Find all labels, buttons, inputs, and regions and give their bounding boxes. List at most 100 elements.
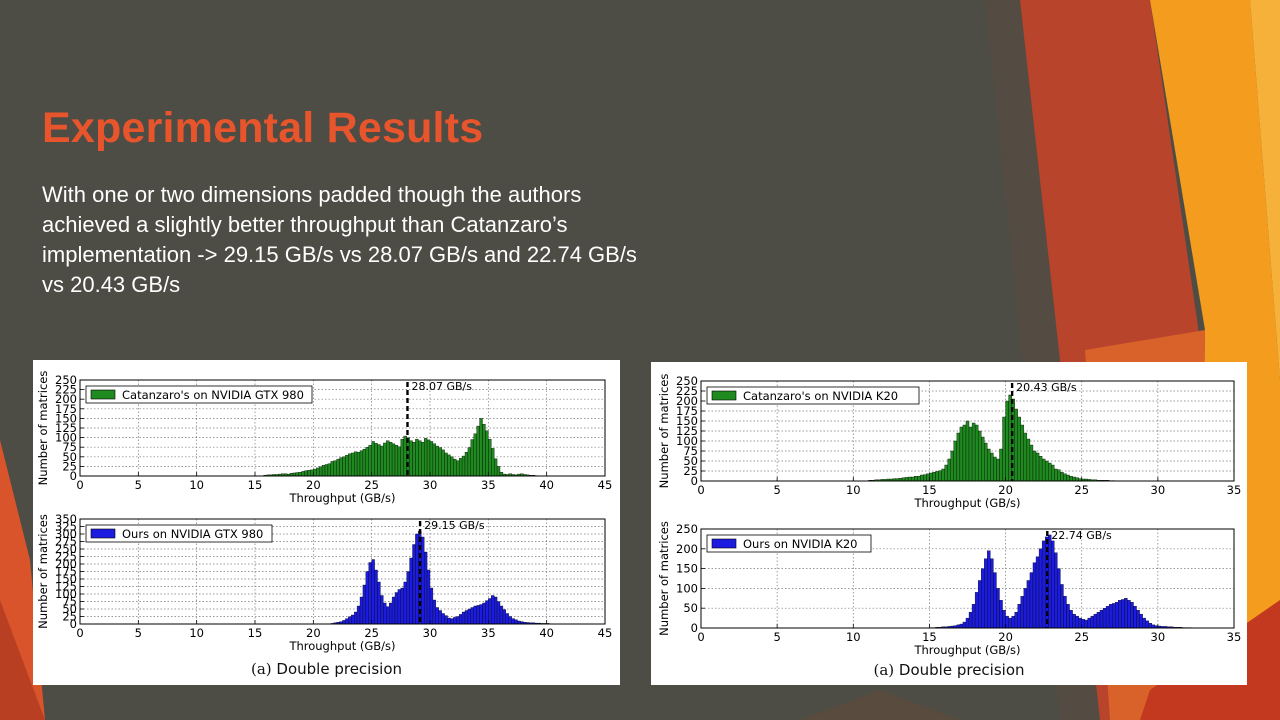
histogram-bar: [394, 445, 399, 477]
histogram-bar: [929, 472, 933, 482]
histogram-bar: [415, 533, 419, 625]
histogram-bar: [923, 474, 927, 482]
histogram-bar: [984, 442, 988, 482]
figure-panel-gtx980: 28.07 GB/s 0 5 10 15 20 25 30 35 40 45 0 25 50 75 100 12…: [33, 360, 620, 685]
histogram-bar: [1026, 438, 1031, 482]
histogram-bar: [1014, 611, 1018, 629]
histogram-bar: [444, 452, 448, 477]
histogram-bar: [403, 581, 407, 625]
histogram-bar: [1048, 462, 1052, 482]
histogram-bar: [464, 452, 469, 477]
histogram-bar: [505, 613, 509, 625]
x-tick-label: 25: [1074, 630, 1089, 644]
histogram-bar: [990, 558, 994, 629]
x-tick-label: 20: [998, 630, 1013, 644]
histogram-bar: [1032, 562, 1037, 629]
y-tick-label: 150: [676, 414, 698, 428]
histogram-bar: [453, 458, 457, 477]
histogram-bar: [1023, 432, 1028, 482]
histogram-bar: [421, 536, 425, 625]
histogram-bar: [1054, 552, 1058, 629]
histogram-bar: [438, 447, 442, 477]
y-tick-label: 0: [70, 617, 77, 631]
histogram-bar: [1057, 568, 1061, 629]
slide-title: Experimental Results: [42, 104, 484, 152]
histogram-bar: [1008, 617, 1012, 629]
histogram-bar: [380, 445, 384, 477]
y-tick-label: 325: [55, 520, 77, 534]
histogram-bar: [470, 439, 474, 477]
histogram-bar: [1133, 606, 1137, 629]
x-tick-label: 25: [1074, 483, 1089, 497]
bg-shape-orange: [1150, 0, 1280, 720]
histogram-bar: [1105, 606, 1110, 629]
histogram-bar: [981, 436, 985, 482]
histogram-bar: [1057, 469, 1061, 482]
y-tick-label: 125: [55, 421, 77, 435]
histogram-bar: [1051, 540, 1055, 629]
x-tick-label: 10: [846, 483, 861, 497]
x-axis-label: Throughput (GB/s): [913, 643, 1020, 657]
y-tick-label: 0: [70, 469, 77, 483]
histogram-bar: [981, 568, 985, 629]
histogram-bar: [977, 430, 982, 482]
histogram-bar: [438, 610, 442, 625]
caption-text: Double precision: [276, 660, 403, 678]
histogram-bar: [920, 474, 924, 482]
legend-swatch: [711, 390, 737, 401]
histogram-bar: [1060, 584, 1064, 629]
bg-shape-left-dark: [0, 600, 45, 720]
caption-label: (a): [250, 660, 272, 678]
histogram-bar: [1084, 619, 1088, 629]
histogram-bar: [914, 476, 918, 482]
y-tick-label: 225: [55, 383, 77, 397]
histogram-bar: [977, 580, 982, 629]
histogram-bar: [453, 617, 457, 625]
x-tick-label: 10: [846, 630, 861, 644]
histogram-bar: [1017, 416, 1021, 482]
x-tick-label: 30: [1151, 483, 1166, 497]
legend: Catanzaro's on NVIDIA GTX 980: [85, 385, 313, 404]
y-tick-label: 75: [62, 440, 77, 454]
histogram-0: 28.07 GB/s0 5 10 15 20 25 30 35 40 45025507510012…: [36, 371, 612, 505]
histogram-bar: [386, 440, 390, 477]
figure-caption: (a) Double precision: [33, 660, 620, 678]
x-axis-label: Throughput (GB/s): [913, 496, 1020, 510]
histogram-bar: [926, 473, 930, 482]
y-tick-label: 100: [676, 581, 698, 595]
y-tick-label: 125: [55, 580, 77, 594]
y-tick-label: 250: [676, 522, 698, 536]
histogram-bar: [1044, 460, 1049, 482]
histogram-bar: [1069, 476, 1073, 482]
histogram-bar: [508, 616, 512, 625]
y-tick-label: 200: [676, 542, 698, 556]
y-tick-label: 0: [691, 474, 698, 488]
histogram-bar: [935, 471, 939, 482]
x-tick-label: 0: [697, 483, 704, 497]
x-tick-label: 5: [135, 478, 142, 492]
y-tick-label: 350: [55, 512, 77, 526]
x-tick-label: 10: [189, 478, 204, 492]
histogram-bar: [330, 461, 334, 477]
histogram-bar: [1017, 604, 1021, 629]
y-tick-label: 300: [55, 527, 77, 541]
y-tick-label: 250: [55, 542, 77, 556]
caption-label: (a): [873, 661, 895, 679]
histogram-bar: [342, 620, 346, 625]
histogram-bar: [938, 470, 942, 482]
histogram-bar: [1075, 615, 1079, 629]
y-axis-label: Number of matrices: [36, 371, 50, 486]
histogram-1: 29.15 GB/s0 5 10 15 20 25 30 35 40 45025507510012…: [36, 512, 612, 653]
histogram-bar: [295, 472, 299, 477]
histogram-bar: [359, 596, 364, 625]
histogram-bar: [368, 445, 372, 477]
x-tick-label: 35: [481, 626, 496, 640]
y-tick-label: 275: [55, 535, 77, 549]
x-tick-label: 45: [598, 478, 613, 492]
y-tick-label: 75: [683, 444, 698, 458]
y-tick-label: 225: [676, 384, 698, 398]
legend-box: [706, 534, 872, 553]
histogram-bar: [388, 442, 393, 477]
histogram-bar: [499, 605, 504, 625]
legend-label: Ours on NVIDIA GTX 980: [122, 527, 263, 541]
